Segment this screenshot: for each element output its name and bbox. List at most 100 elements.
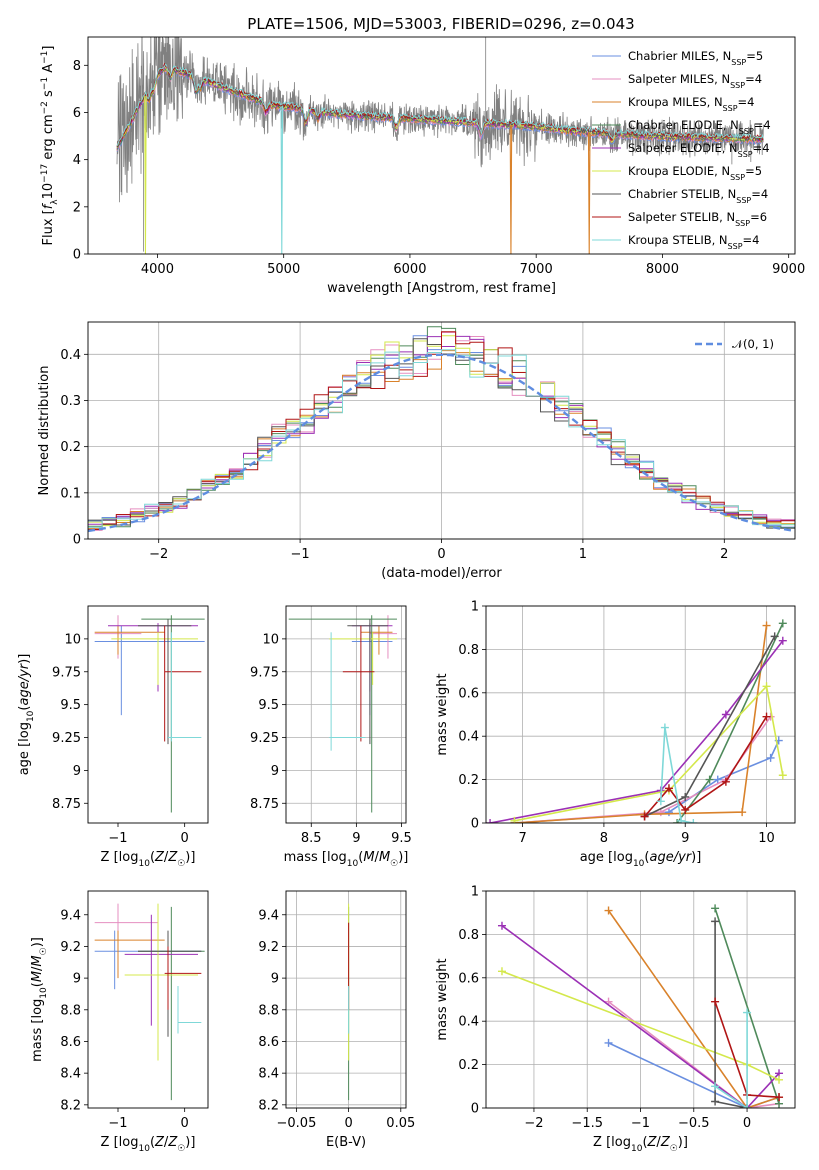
y-tick-label: 9.75 <box>250 665 279 680</box>
x-tick-label: 9 <box>352 831 360 846</box>
marker-salpeter-elodie <box>778 636 787 645</box>
y-tick-label: 0 <box>471 817 479 832</box>
marker-kroupa-elodie <box>510 816 519 823</box>
model-kroupa-stelib <box>116 63 764 147</box>
chart-mass-vs-ebv: −0.05 0 0.05 8.2 8.4 8.6 8.8 9 9.2 9.4 E(B-V) <box>258 890 415 1150</box>
axes-frame: 4000 5000 6000 7000 8000 9000 0 2 4 6 8 Chabrier MI… <box>40 36 805 296</box>
y-tick-label: 9 <box>73 972 81 987</box>
marker-salpeter-stelib <box>681 805 690 814</box>
line-salpeter-miles <box>608 1001 780 1108</box>
y-tick-label: 8.75 <box>250 797 279 812</box>
y-tick-label: 8.6 <box>60 1035 81 1050</box>
axes-border <box>87 890 209 1109</box>
normal-curve <box>88 353 793 533</box>
y-tick-label: 0.4 <box>458 730 479 745</box>
y-tick-label: 9.4 <box>258 908 279 923</box>
x-axis-label: age [log10(age/yr)] <box>580 850 702 869</box>
legend-entry: Chabrier STELIB, NSSP=4 <box>628 187 768 205</box>
line-kroupa-miles <box>514 625 768 823</box>
marker-kroupa-miles <box>604 906 613 915</box>
x-tick-label: 0 <box>181 831 189 846</box>
x-tick-label: −0.5 <box>678 1116 710 1131</box>
x-axis-label: (data-model)/error <box>381 566 502 581</box>
y-tick-label: 8 <box>73 59 81 74</box>
chart-residuals: −2 −1 0 1 2 0 0.1 0.2 0.3 0.4 𝒩(0, 1) (data-model)/… <box>37 321 796 581</box>
x-tick-label: 9 <box>681 831 689 846</box>
plot-area <box>288 615 397 813</box>
x-tick-label: 9000 <box>772 262 805 277</box>
x-tick-label: −0.05 <box>277 1116 317 1131</box>
marker-salpeter-stelib <box>711 997 720 1006</box>
marker-salpeter-elodie <box>721 710 730 719</box>
y-tick-label: 8.2 <box>60 1098 81 1113</box>
y-tick-label: 9.5 <box>60 698 81 713</box>
y-tick-label: 8.8 <box>258 1003 279 1018</box>
model-chabrier-stelib <box>116 64 764 148</box>
y-tick-label: 10 <box>262 632 279 647</box>
marker-chabrier-miles <box>664 808 673 817</box>
line-salpeter-elodie <box>489 640 784 823</box>
y-axis-label: mass [log10(M/M☉)] <box>30 937 49 1062</box>
y-tick-label: 9.75 <box>52 665 81 680</box>
y-axis-label: age [log10(age/yr)] <box>17 654 36 776</box>
legend-entry: Salpeter MILES, NSSP=4 <box>628 72 762 90</box>
axes-frame: −1 0 8.2 8.4 8.6 8.8 9 9.2 9.4 Z [log10(Z/Z☉)] mas… <box>30 890 209 1154</box>
y-tick-label: 8.8 <box>60 1003 81 1018</box>
x-tick-label: 8 <box>600 831 608 846</box>
line-kroupa-stelib <box>714 1012 748 1108</box>
plot-area <box>116 37 764 254</box>
marker-chabrier-miles <box>766 753 775 762</box>
marker-kroupa-elodie <box>778 771 787 780</box>
data-spectrum <box>116 37 764 203</box>
plot-area <box>497 904 784 1108</box>
legend-entry: Salpeter STELIB, NSSP=6 <box>628 210 767 228</box>
axes-border <box>87 36 796 255</box>
marker-kroupa-miles <box>762 621 771 630</box>
y-tick-label: 9.25 <box>52 731 81 746</box>
axes-frame: −2 −1.5 −1 −0.5 0 0 0.2 0.4 0.6 0.8 1 Z [log10(Z/Z☉… <box>435 885 796 1154</box>
chart-mass-vs-Z: −1 0 8.2 8.4 8.6 8.8 9 9.2 9.4 Z [log10(Z/Z☉)] mas… <box>30 890 209 1154</box>
marker-kroupa-stelib <box>711 1082 720 1091</box>
x-tick-label: 10 <box>758 831 775 846</box>
y-tick-label: 9 <box>271 972 279 987</box>
spectrum-legend: Chabrier MILES, NSSP=5 Salpeter MILES, NS… <box>592 49 771 251</box>
y-tick-label: 0.1 <box>60 486 81 501</box>
marker-salpeter-stelib <box>640 812 649 821</box>
chart-weight-vs-age: 7 8 9 10 0 0.2 0.4 0.6 0.8 1 age [log10(age/yr)] ma… <box>435 600 796 869</box>
x-tick-label: 9.5 <box>391 831 412 846</box>
y-tick-label: 8.4 <box>60 1067 81 1082</box>
y-tick-label: 0.6 <box>458 686 479 701</box>
y-tick-label: 9 <box>73 764 81 779</box>
x-tick-label: 7000 <box>520 262 553 277</box>
model-dip <box>509 125 513 254</box>
y-tick-label: 0.4 <box>458 1015 479 1030</box>
axes-border <box>285 890 407 1109</box>
x-tick-label: 2 <box>720 547 728 562</box>
y-axis-label: mass weight <box>435 958 450 1040</box>
marker-chabrier-miles <box>604 1038 613 1047</box>
y-tick-label: 0.8 <box>458 643 479 658</box>
x-tick-label: 8000 <box>646 262 679 277</box>
line-kroupa-stelib <box>660 727 694 823</box>
residual-legend: 𝒩(0, 1) <box>695 337 774 351</box>
marker-salpeter-elodie <box>497 921 506 930</box>
marker-kroupa-elodie <box>775 1075 784 1084</box>
marker-kroupa-miles <box>738 808 747 817</box>
y-tick-label: 0 <box>73 533 81 548</box>
axes-frame: 7 8 9 10 0 0.2 0.4 0.6 0.8 1 age [log10(age/yr)] ma… <box>435 600 796 869</box>
y-tick-label: 0.8 <box>458 928 479 943</box>
axes-border <box>285 605 407 824</box>
y-tick-label: 9.2 <box>258 940 279 955</box>
model-dip <box>587 132 591 254</box>
axes-border <box>87 605 209 824</box>
x-tick-label: 7 <box>518 831 526 846</box>
marker-chabrier-stelib <box>711 917 720 926</box>
y-tick-label: 8.2 <box>258 1098 279 1113</box>
x-tick-label: −1 <box>631 1116 650 1131</box>
legend-entry: Chabrier ELODIE, NSSP=4 <box>628 118 771 136</box>
x-tick-label: 4000 <box>141 262 174 277</box>
y-tick-label: 9.2 <box>60 940 81 955</box>
y-tick-label: 4 <box>73 153 81 168</box>
marker-kroupa-stelib <box>656 797 665 806</box>
